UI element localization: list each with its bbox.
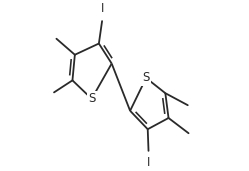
Text: I: I: [147, 156, 150, 169]
Text: I: I: [100, 2, 104, 15]
Text: S: S: [142, 71, 150, 84]
Text: S: S: [88, 92, 95, 105]
